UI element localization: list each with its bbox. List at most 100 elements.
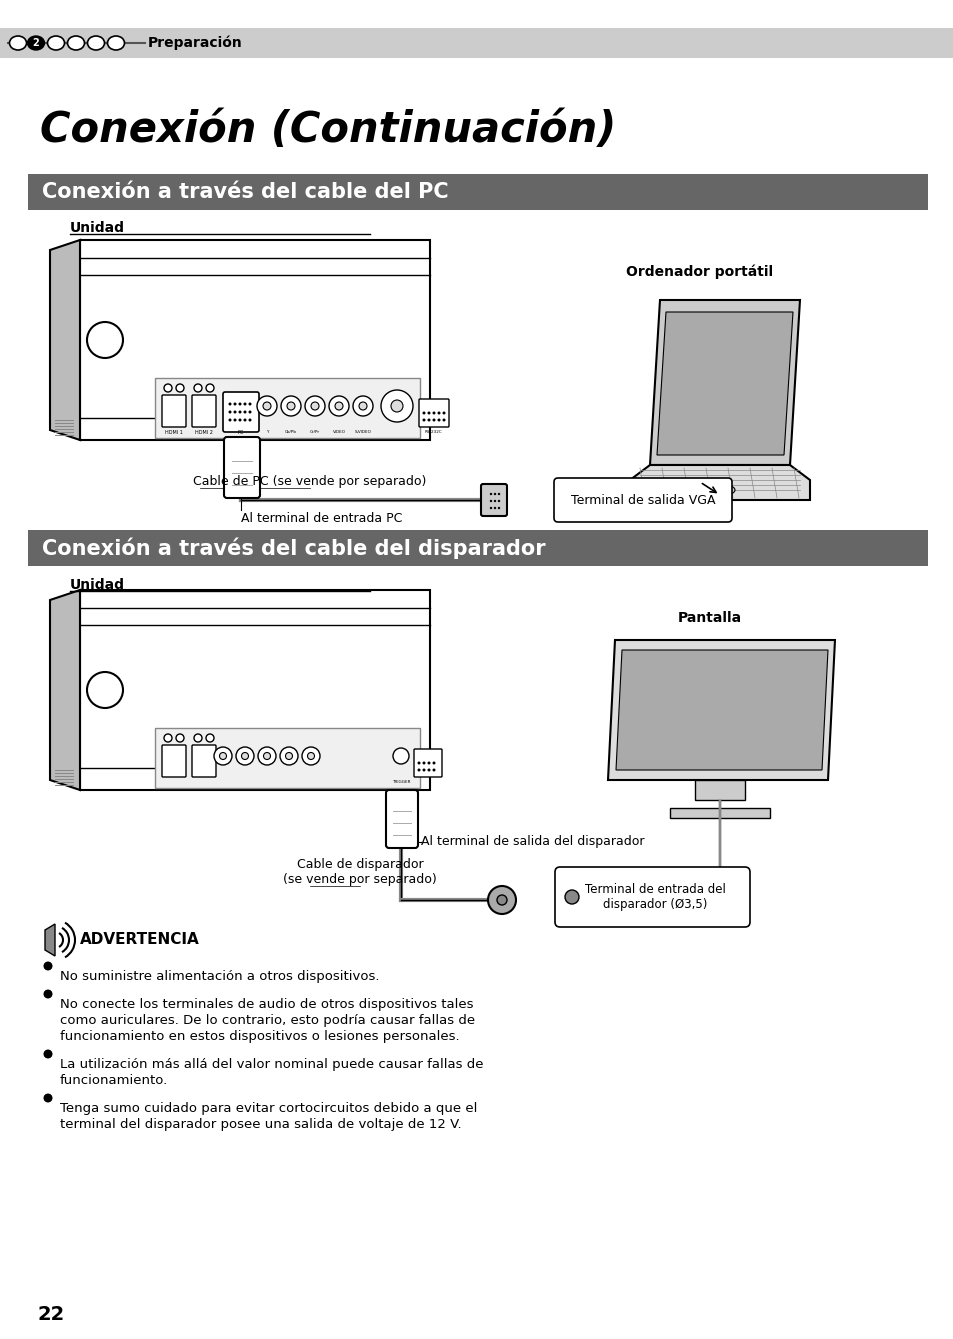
Circle shape (380, 390, 413, 422)
Circle shape (432, 419, 435, 422)
Text: Preparación: Preparación (148, 36, 242, 51)
Circle shape (497, 506, 499, 509)
Circle shape (263, 753, 271, 759)
Circle shape (442, 419, 445, 422)
Circle shape (353, 396, 373, 416)
Circle shape (193, 384, 202, 392)
Text: No conecte los terminales de audio de otros dispositivos tales: No conecte los terminales de audio de ot… (60, 998, 473, 1011)
Text: Cr/Pr: Cr/Pr (310, 430, 319, 434)
Text: Unidad: Unidad (70, 221, 125, 236)
Polygon shape (649, 300, 800, 465)
Circle shape (248, 419, 252, 422)
Circle shape (87, 321, 123, 358)
Circle shape (422, 411, 425, 415)
Ellipse shape (108, 36, 125, 50)
Circle shape (417, 769, 420, 771)
FancyBboxPatch shape (555, 866, 749, 927)
Text: Y: Y (266, 430, 268, 434)
Polygon shape (45, 924, 55, 956)
Circle shape (263, 402, 271, 410)
Circle shape (280, 747, 297, 765)
Text: Conexión a través del cable del disparador: Conexión a través del cable del disparad… (42, 537, 545, 558)
Text: HDMI 2: HDMI 2 (194, 430, 213, 434)
Text: Cable de disparador
(se vende por separado): Cable de disparador (se vende por separa… (283, 858, 436, 886)
Bar (80, 590, 430, 790)
Circle shape (488, 886, 516, 915)
Text: ADVERTENCIA: ADVERTENCIA (80, 932, 199, 948)
Text: La utilización más allá del valor nominal puede causar fallas de: La utilización más allá del valor nomina… (60, 1058, 483, 1071)
Polygon shape (50, 240, 80, 441)
Ellipse shape (28, 36, 45, 50)
Circle shape (422, 762, 425, 765)
Circle shape (285, 753, 293, 759)
Circle shape (329, 396, 349, 416)
FancyBboxPatch shape (418, 399, 449, 427)
Circle shape (335, 402, 343, 410)
Circle shape (175, 734, 184, 742)
Polygon shape (629, 465, 809, 499)
Ellipse shape (10, 36, 27, 50)
Bar (80, 240, 430, 441)
Circle shape (243, 419, 246, 422)
Circle shape (44, 990, 52, 999)
Circle shape (437, 411, 440, 415)
Polygon shape (616, 649, 827, 770)
Polygon shape (657, 312, 792, 455)
FancyBboxPatch shape (162, 395, 186, 427)
Circle shape (206, 384, 213, 392)
Text: Conexión (Continuación): Conexión (Continuación) (40, 108, 616, 151)
Circle shape (287, 402, 294, 410)
Circle shape (358, 402, 367, 410)
Polygon shape (50, 590, 80, 790)
Circle shape (564, 890, 578, 904)
Circle shape (432, 411, 435, 415)
Circle shape (233, 419, 236, 422)
Bar (0, 28, 953, 58)
Circle shape (489, 499, 492, 502)
Text: VIDEO: VIDEO (333, 430, 345, 434)
Circle shape (427, 411, 430, 415)
Circle shape (229, 419, 232, 422)
Ellipse shape (68, 36, 85, 50)
Text: RS-232C: RS-232C (425, 430, 442, 434)
Circle shape (175, 384, 184, 392)
Circle shape (494, 506, 496, 509)
Ellipse shape (48, 36, 65, 50)
Text: S-VIDEO: S-VIDEO (355, 430, 371, 434)
Bar (154, 728, 419, 787)
Circle shape (494, 499, 496, 502)
Bar (28, 530, 927, 566)
Text: terminal del disparador posee una salida de voltaje de 12 V.: terminal del disparador posee una salida… (60, 1118, 461, 1131)
Text: Terminal de salida VGA: Terminal de salida VGA (570, 494, 715, 506)
Circle shape (87, 672, 123, 708)
Text: TRIGGER: TRIGGER (392, 781, 410, 785)
FancyBboxPatch shape (554, 478, 731, 522)
Text: Tenga sumo cuidado para evitar cortocircuitos debido a que el: Tenga sumo cuidado para evitar cortocirc… (60, 1102, 476, 1115)
Circle shape (432, 769, 435, 771)
Circle shape (391, 400, 402, 412)
Bar (154, 378, 419, 438)
Text: Cable de PC (se vende por separado): Cable de PC (se vende por separado) (193, 475, 426, 487)
FancyBboxPatch shape (695, 781, 744, 799)
Circle shape (256, 396, 276, 416)
Circle shape (305, 396, 325, 416)
Text: Ordenador portátil: Ordenador portátil (626, 265, 773, 280)
Text: 2: 2 (32, 37, 39, 48)
Circle shape (238, 403, 241, 406)
Circle shape (229, 403, 232, 406)
Circle shape (497, 894, 506, 905)
Circle shape (193, 734, 202, 742)
Circle shape (248, 403, 252, 406)
Text: No suministre alimentación a otros dispositivos.: No suministre alimentación a otros dispo… (60, 969, 379, 983)
Ellipse shape (88, 36, 105, 50)
Circle shape (243, 403, 246, 406)
Circle shape (44, 961, 52, 971)
FancyBboxPatch shape (386, 790, 417, 848)
FancyBboxPatch shape (162, 744, 186, 777)
Circle shape (235, 747, 253, 765)
Circle shape (219, 753, 226, 759)
Circle shape (489, 506, 492, 509)
Text: Cb/Pb: Cb/Pb (285, 430, 296, 434)
Circle shape (427, 762, 430, 765)
Circle shape (311, 402, 318, 410)
